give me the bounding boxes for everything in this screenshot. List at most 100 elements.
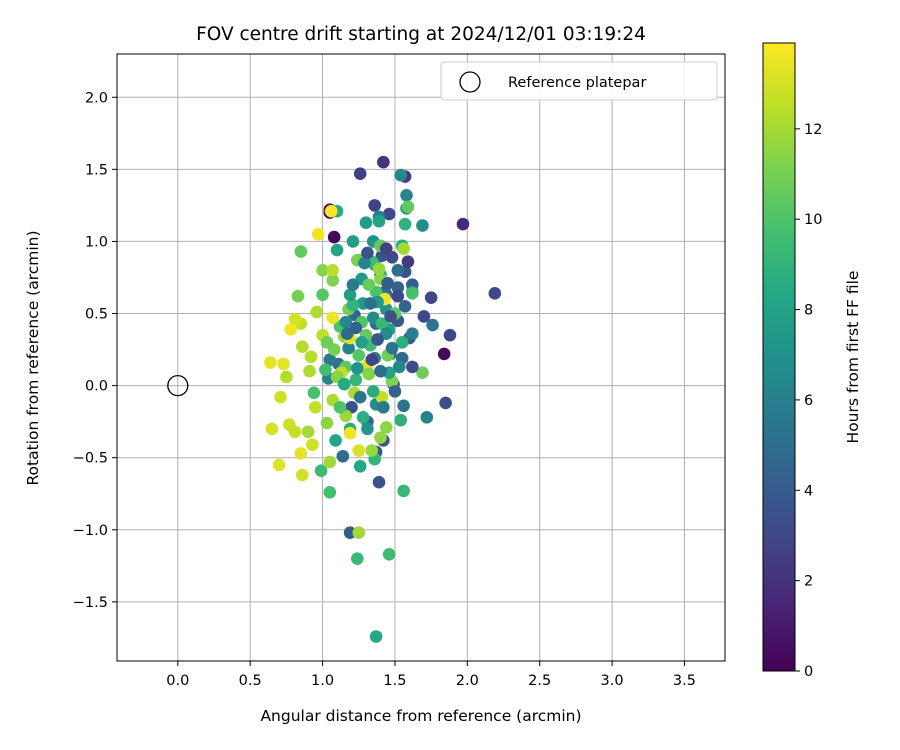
data-point [406, 360, 419, 374]
data-point [291, 289, 305, 303]
data-point [353, 167, 367, 180]
x-tick-label: 2.0 [456, 673, 479, 689]
data-point [385, 341, 399, 355]
data-point [309, 400, 322, 414]
data-point [388, 385, 402, 398]
data-point [274, 390, 287, 404]
data-point [395, 336, 409, 349]
data-point [324, 204, 338, 218]
data-point [343, 526, 357, 539]
colorbar-tick-label: 0 [804, 664, 813, 680]
data-point [361, 422, 374, 436]
data-point [391, 281, 405, 294]
colorbar-gradient [762, 42, 796, 672]
data-point [377, 400, 390, 414]
data-point [374, 431, 387, 444]
legend-box [440, 61, 718, 101]
data-point [362, 278, 376, 291]
data-point [333, 400, 347, 414]
legend: Reference platepar [440, 61, 718, 101]
data-point [346, 278, 360, 291]
data-point [336, 449, 350, 463]
data-point [310, 305, 324, 319]
data-point [391, 289, 405, 303]
data-point [319, 363, 332, 377]
data-point [397, 484, 410, 498]
data-point [295, 468, 309, 482]
data-point [343, 288, 357, 302]
y-tick-label: 0.0 [85, 379, 108, 395]
data-point [306, 438, 319, 452]
x-tick-label: 0.5 [239, 673, 262, 689]
data-point [439, 396, 452, 410]
data-point [294, 447, 308, 460]
data-point [381, 276, 395, 290]
data-point [394, 413, 408, 427]
data-point [326, 274, 339, 287]
data-point [320, 416, 334, 430]
data-point [284, 323, 298, 336]
reference-marker [167, 374, 189, 397]
data-point [358, 256, 371, 270]
colorbar-tick-label: 6 [804, 393, 813, 409]
data-point [352, 526, 366, 539]
data-point [372, 475, 386, 489]
data-point [280, 370, 293, 384]
data-point [371, 333, 384, 346]
data-point [295, 340, 309, 353]
legend-reference-marker [459, 71, 481, 93]
data-point [426, 318, 439, 332]
y-tick-label: 0.5 [85, 307, 108, 323]
data-point [355, 336, 368, 349]
data-point [364, 297, 377, 310]
data-point [379, 242, 393, 255]
data-point [437, 347, 451, 361]
data-point [359, 216, 373, 229]
data-point [352, 444, 366, 457]
data-point [406, 327, 419, 341]
y-axis-label: Rotation from reference (arcmin) [24, 230, 42, 485]
y-tick-label: −1.5 [73, 595, 108, 611]
data-point [361, 246, 374, 260]
colorbar-tick-label: 4 [804, 483, 813, 499]
data-point [488, 287, 502, 300]
data-point [349, 321, 363, 335]
data-point [311, 227, 325, 241]
data-point [339, 315, 353, 329]
colorbar-tick-label: 10 [804, 212, 822, 228]
data-point [316, 288, 329, 302]
data-point [375, 317, 389, 330]
data-point [417, 310, 431, 323]
x-tick-label: 1.5 [383, 673, 406, 689]
data-point [366, 385, 380, 398]
data-point [323, 353, 337, 366]
data-point [456, 217, 470, 231]
data-point [416, 366, 429, 379]
data-point [392, 360, 406, 374]
data-point [374, 364, 387, 378]
x-tick-label: 1.0 [311, 673, 334, 689]
colorbar-tick-label: 2 [804, 574, 813, 590]
data-point [277, 357, 290, 371]
data-point [382, 548, 396, 561]
data-point [342, 341, 355, 355]
data-point [265, 422, 279, 436]
x-tick-label: 3.0 [601, 673, 624, 689]
y-tick-label: −1.0 [73, 523, 108, 539]
data-point [288, 312, 302, 326]
data-point [377, 155, 390, 169]
data-point [397, 242, 410, 255]
data-point [337, 377, 351, 391]
plot-area: 0.0 0.5 1.0 1.5 2.0 2.5 3.0 3.5 −1.5 −1.0 −0.5 0.0… [73, 53, 726, 689]
colorbar-label: Hours from first FF file [844, 271, 862, 444]
data-point [369, 630, 383, 643]
y-axis-ticks: −1.5 −1.0 −0.5 0.0 0.5 1.0 1.5 2.0 [73, 90, 117, 611]
data-point [401, 255, 415, 268]
x-tick-label: 3.5 [673, 673, 696, 689]
data-point [353, 460, 367, 473]
data-point [391, 263, 405, 277]
data-point [401, 200, 415, 214]
data-point [394, 168, 408, 182]
data-point [382, 207, 396, 221]
